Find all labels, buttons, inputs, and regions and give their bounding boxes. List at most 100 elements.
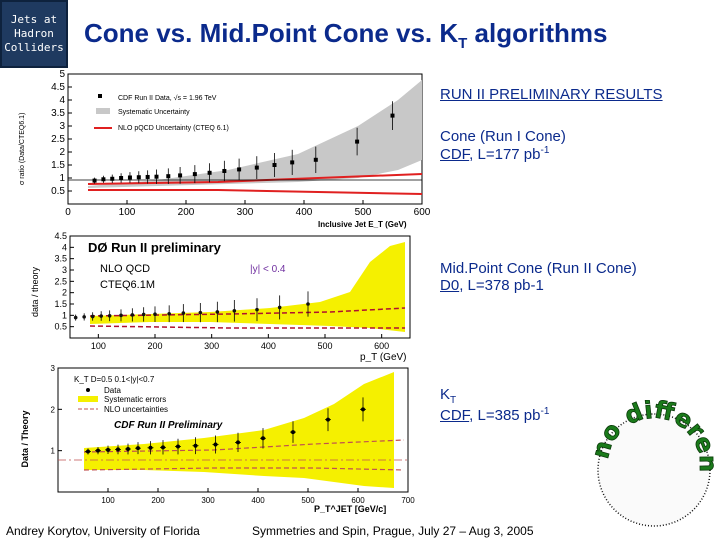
- legend-text: NLO uncertainties: [104, 405, 168, 414]
- nlo-lower: [88, 189, 423, 195]
- legend: CDF Run II Data, √s = 1.96 TeV Systemati…: [94, 94, 229, 132]
- x-tick-label: 200: [178, 207, 195, 218]
- cdf-cone-title: Cone (Run I Cone): [440, 128, 566, 145]
- y-axis-label: σ ratio (Data/CTEQ6.1): [19, 113, 26, 185]
- data-point: [255, 307, 259, 312]
- data-point: [82, 315, 86, 319]
- data-point: [198, 310, 203, 315]
- data-points: [85, 397, 366, 455]
- data-point: [272, 163, 277, 167]
- data-point: [141, 312, 146, 317]
- cdf-kt-plot: K_T D=0.5 0.1<|y|<0.7 Data Systematic er…: [14, 364, 426, 516]
- x-tick-label: 200: [147, 341, 162, 351]
- systematic-band: [90, 242, 405, 332]
- logo-line: Jets at: [10, 13, 58, 26]
- y-axis-label: data / theory: [30, 266, 40, 317]
- data-point: [222, 168, 227, 173]
- data-point: [207, 170, 212, 175]
- data-points: [92, 101, 395, 184]
- data-point: [96, 448, 100, 453]
- x-tick-label: 500: [355, 207, 372, 218]
- axes: 100 200 300 400 500 600 700 1 2 3: [51, 364, 416, 505]
- data-point: [119, 313, 123, 318]
- x-tick-label: 600: [414, 207, 430, 218]
- slide-title: Cone vs. Mid.Point Cone vs. KT algorithm…: [84, 18, 607, 52]
- data-point: [154, 174, 159, 179]
- y-tick-label: 3: [59, 121, 65, 132]
- data-point: [306, 302, 310, 306]
- x-tick-label: 400: [261, 341, 276, 351]
- legend-text: CDF Run II Data, √s = 1.96 TeV: [118, 94, 217, 102]
- y-tick-label: 4.5: [54, 232, 67, 241]
- kt-experiment: CDF: [440, 407, 470, 424]
- x-tick-label: 300: [201, 496, 215, 505]
- y-tick-label: 0.5: [51, 186, 65, 197]
- y-tick-label: 3.5: [54, 254, 67, 264]
- data-point: [290, 160, 295, 165]
- x-tick-label: 500: [301, 496, 315, 505]
- run2-preliminary-label: RUN II PRELIMINARY RESULTS: [440, 86, 663, 103]
- data-point: [178, 173, 183, 178]
- y-tick-label: 3: [51, 364, 56, 373]
- y-tick-label: 0.5: [54, 322, 67, 332]
- data-point: [176, 444, 180, 449]
- kt-luminosity: , L=385 pb: [469, 407, 541, 424]
- y-tick-label: 1.5: [54, 299, 67, 309]
- data-point: [167, 311, 171, 316]
- y-tick-label: 5: [59, 70, 65, 80]
- data-point: [126, 447, 130, 452]
- y-tick-label: 4: [62, 242, 67, 252]
- systematic-band: [84, 372, 394, 488]
- y-tick-label: 1: [62, 310, 67, 320]
- x-tick-label: 100: [101, 496, 115, 505]
- data-point: [110, 176, 115, 181]
- systematic-band: [88, 80, 422, 188]
- data-point: [361, 407, 365, 412]
- annotation: K_T D=0.5 0.1<|y|<0.7: [74, 375, 155, 384]
- x-tick-label: 600: [374, 341, 389, 351]
- data-point: [261, 436, 265, 441]
- x-tick-label: 600: [351, 496, 365, 505]
- cdf-luminosity-exp: -1: [540, 145, 550, 156]
- y-tick-label: 1: [59, 173, 65, 184]
- plot-title: CDF Run II Preliminary: [114, 420, 223, 431]
- x-tick-label: 100: [119, 207, 136, 218]
- y-tick-label: 2: [59, 147, 65, 158]
- y-tick-label: 1: [51, 447, 56, 456]
- nlo-upper: [83, 439, 405, 453]
- data-point: [127, 175, 132, 180]
- d0-experiment: D0: [440, 277, 460, 294]
- data-point: [92, 178, 97, 183]
- y-tick-label: 1.5: [51, 160, 65, 171]
- cdf-experiment: CDF: [440, 146, 470, 163]
- axes: 0 100 200 300 400 500 600 0.5 1 1.5 2 2.5 3 3.5 4 4.5 5: [51, 70, 430, 218]
- data-point: [193, 443, 198, 448]
- axes: 100 200 300 400 500 600 0.5 11.52 2.533.5 44.5: [54, 232, 389, 351]
- data-point: [148, 445, 153, 450]
- x-tick-label: 500: [317, 341, 332, 351]
- footer-conference: Symmetries and Spin, Prague, July 27 – A…: [252, 524, 534, 538]
- y-tick-label: 3: [62, 265, 67, 275]
- legend-marker-data: [98, 94, 102, 98]
- title-text: algorithms: [467, 18, 608, 48]
- data-point: [161, 445, 165, 450]
- x-tick-label: 300: [237, 207, 254, 218]
- legend-text: Data: [104, 386, 121, 395]
- data-point: [130, 313, 135, 317]
- x-tick-label: 100: [91, 341, 106, 351]
- data-point: [232, 309, 237, 313]
- data-point: [181, 311, 186, 315]
- x-tick-label: 700: [401, 496, 415, 505]
- data-point: [326, 417, 330, 422]
- kt-label: KT CDF, L=385 pb-1: [440, 386, 549, 424]
- cdf-luminosity: , L=177 pb: [469, 146, 541, 163]
- legend-text: Systematic errors: [104, 395, 166, 404]
- data-point: [119, 176, 124, 180]
- cdf-cone-label: Cone (Run I Cone) CDF, L=177 pb-1: [440, 128, 566, 163]
- title-subscript: T: [458, 35, 468, 53]
- data-point: [166, 174, 171, 179]
- data-point: [153, 312, 157, 316]
- d0-midpoint-label: Mid.Point Cone (Run II Cone) D0, L=378 p…: [440, 260, 637, 294]
- data-point: [101, 177, 106, 182]
- x-tick-label: 0: [65, 207, 71, 218]
